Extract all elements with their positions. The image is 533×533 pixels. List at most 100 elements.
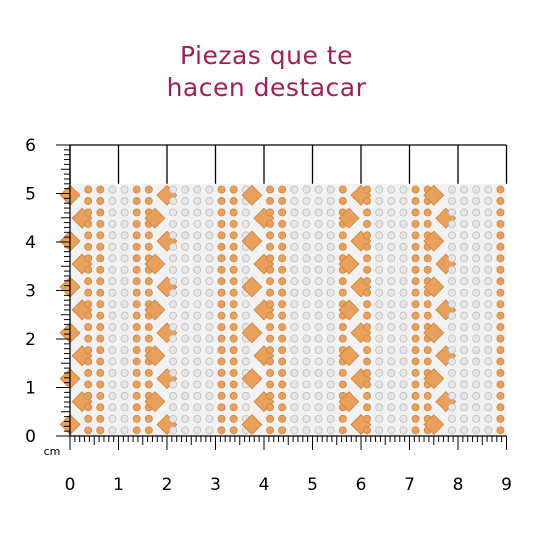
- gold-round-stone: [217, 231, 226, 240]
- x-tick-label: 7: [404, 475, 415, 495]
- gold-round-stone: [496, 185, 505, 194]
- silver-round-stone: [447, 265, 456, 274]
- gold-round-stone: [363, 277, 372, 286]
- silver-round-stone: [193, 288, 202, 297]
- gold-round-stone: [411, 185, 420, 194]
- gold-round-stone: [278, 277, 287, 286]
- gold-round-stone: [266, 346, 275, 354]
- x-tick-label: 0: [65, 475, 76, 495]
- silver-round-stone: [169, 346, 178, 354]
- gold-round-stone: [84, 311, 93, 320]
- gold-round-stone: [229, 311, 238, 320]
- gold-round-stone: [132, 414, 141, 423]
- silver-round-stone: [314, 242, 323, 251]
- gold-round-stone: [144, 197, 153, 205]
- gold-round-stone: [266, 369, 275, 377]
- silver-round-stone: [375, 426, 384, 435]
- silver-round-stone: [375, 334, 384, 343]
- silver-round-stone: [326, 197, 335, 205]
- silver-round-stone: [193, 185, 202, 194]
- silver-round-stone: [447, 380, 456, 389]
- silver-round-stone: [460, 185, 469, 194]
- gold-round-stone: [278, 219, 287, 228]
- silver-round-stone: [472, 403, 481, 412]
- silver-round-stone: [472, 369, 481, 377]
- silver-round-stone: [375, 357, 384, 366]
- silver-round-stone: [108, 300, 117, 309]
- silver-round-stone: [205, 414, 214, 423]
- gold-round-stone: [338, 185, 347, 194]
- silver-round-stone: [169, 380, 178, 389]
- silver-round-stone: [241, 300, 250, 309]
- gold-round-stone: [278, 288, 287, 297]
- silver-round-stone: [290, 414, 299, 423]
- silver-round-stone: [290, 403, 299, 412]
- silver-round-stone: [484, 414, 493, 423]
- gold-round-stone: [132, 300, 141, 309]
- gold-round-stone: [411, 357, 420, 366]
- gold-round-stone: [363, 208, 372, 217]
- silver-round-stone: [169, 231, 178, 240]
- gold-round-stone: [217, 219, 226, 228]
- silver-round-stone: [447, 242, 456, 251]
- gold-round-stone: [132, 391, 141, 400]
- gold-round-stone: [217, 265, 226, 274]
- gold-round-stone: [496, 426, 505, 435]
- gold-round-stone: [229, 391, 238, 400]
- gold-round-stone: [217, 197, 226, 205]
- silver-round-stone: [302, 197, 311, 205]
- gold-round-stone: [338, 197, 347, 205]
- silver-round-stone: [181, 391, 190, 400]
- rhinestone-sheet: [59, 183, 507, 436]
- gold-round-stone: [96, 414, 105, 423]
- silver-round-stone: [205, 242, 214, 251]
- gold-round-stone: [266, 219, 275, 228]
- silver-round-stone: [387, 334, 396, 343]
- silver-round-stone: [181, 208, 190, 217]
- silver-round-stone: [447, 334, 456, 343]
- gold-round-stone: [96, 369, 105, 377]
- gold-round-stone: [217, 242, 226, 251]
- gold-round-stone: [84, 323, 93, 332]
- silver-round-stone: [169, 219, 178, 228]
- silver-round-stone: [326, 380, 335, 389]
- gold-round-stone: [363, 323, 372, 332]
- silver-round-stone: [447, 254, 456, 263]
- gold-round-stone: [411, 288, 420, 297]
- gold-round-stone: [496, 254, 505, 263]
- silver-round-stone: [181, 265, 190, 274]
- silver-round-stone: [399, 197, 408, 205]
- gold-round-stone: [132, 334, 141, 343]
- silver-round-stone: [326, 414, 335, 423]
- silver-round-stone: [314, 403, 323, 412]
- silver-round-stone: [387, 391, 396, 400]
- silver-round-stone: [460, 414, 469, 423]
- silver-round-stone: [484, 242, 493, 251]
- gold-round-stone: [84, 219, 93, 228]
- gold-round-stone: [278, 311, 287, 320]
- silver-round-stone: [399, 426, 408, 435]
- gold-diamond-stone: [423, 230, 445, 252]
- gold-round-stone: [266, 357, 275, 366]
- silver-round-stone: [399, 357, 408, 366]
- silver-round-stone: [120, 369, 129, 377]
- measurement-ruler: 0 1 2 3 4 5 6 7 8 9 0 1 2 3 4 5 6 cm: [25, 136, 512, 495]
- gold-round-stone: [266, 185, 275, 194]
- gold-round-stone: [266, 403, 275, 412]
- gold-round-stone: [144, 369, 153, 377]
- silver-round-stone: [399, 323, 408, 332]
- silver-round-stone: [484, 426, 493, 435]
- gold-round-stone: [84, 288, 93, 297]
- silver-round-stone: [375, 254, 384, 263]
- silver-round-stone: [484, 219, 493, 228]
- gold-round-stone: [132, 254, 141, 263]
- silver-round-stone: [387, 265, 396, 274]
- gold-round-stone: [411, 334, 420, 343]
- silver-round-stone: [314, 311, 323, 320]
- gold-round-stone: [96, 265, 105, 274]
- silver-round-stone: [460, 208, 469, 217]
- gold-round-stone: [217, 403, 226, 412]
- silver-round-stone: [387, 300, 396, 309]
- silver-round-stone: [181, 231, 190, 240]
- gold-round-stone: [132, 369, 141, 377]
